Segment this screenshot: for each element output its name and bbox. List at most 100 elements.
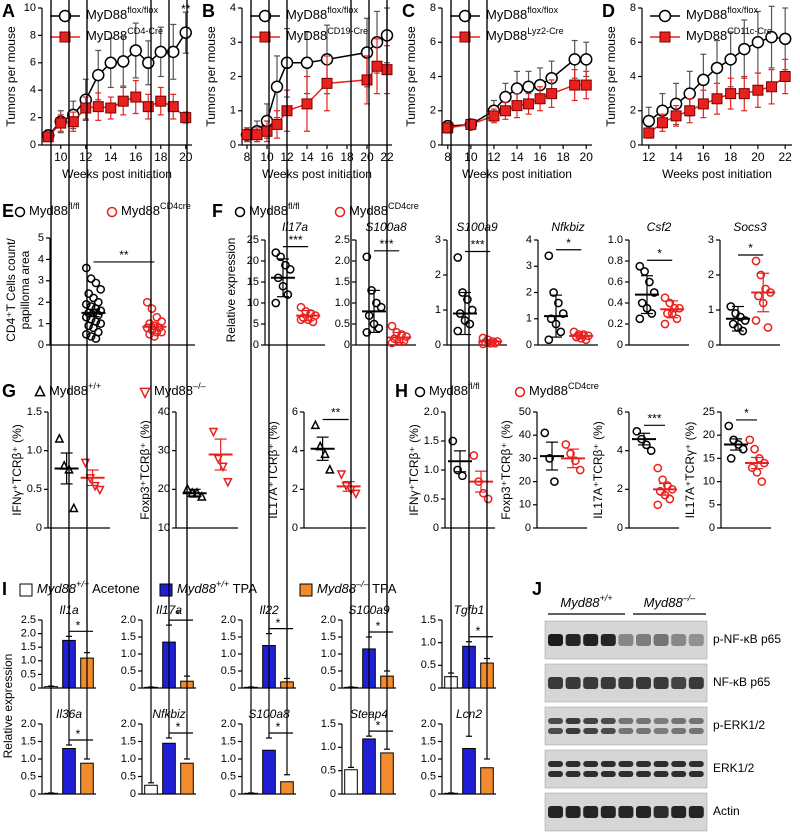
bar	[44, 792, 58, 795]
marker	[155, 95, 167, 107]
marker	[442, 122, 454, 134]
blot-strip	[544, 706, 708, 746]
name: MyD88	[486, 28, 527, 43]
y-tick-label: 0	[708, 339, 714, 351]
blot-band	[636, 718, 651, 724]
y-tick-label: 2	[435, 269, 441, 281]
marker	[726, 454, 736, 463]
legend-label: Myd88fl/fl	[29, 201, 80, 218]
legend-label: Myd88+/+ TPA	[177, 579, 257, 596]
y-tick-label: 0.5	[21, 668, 36, 680]
name-sup: Lyz2-Cre	[527, 26, 564, 36]
error-bar	[730, 438, 742, 451]
blot-band	[688, 728, 704, 734]
name-sup: flox/flox	[127, 5, 158, 15]
name-sup: +/+	[76, 579, 89, 589]
y-tick-label: 10	[158, 522, 170, 534]
marker	[751, 316, 761, 325]
marker	[710, 61, 724, 75]
y-tick-label: 1.5	[335, 276, 350, 288]
y-tick-label: 2.0	[221, 718, 236, 730]
bar	[344, 769, 358, 795]
annotation: *	[76, 727, 81, 741]
marker	[659, 31, 671, 43]
legend-label: Myd88+/+	[560, 593, 612, 610]
marker	[308, 317, 318, 327]
y-tick-label: 3	[526, 260, 532, 272]
bar	[244, 792, 258, 795]
y-tick-label: 0.5	[121, 665, 136, 677]
marker	[145, 329, 154, 339]
y-tick-label: 1.0	[21, 655, 36, 667]
y-tick-label: 0	[230, 139, 236, 151]
y-tick-label: 6	[430, 36, 436, 48]
blot-band	[688, 806, 704, 818]
annotation: *	[176, 607, 181, 621]
marker	[223, 477, 233, 488]
name: Myd88	[121, 203, 160, 218]
marker	[259, 31, 271, 43]
marker	[285, 265, 295, 274]
y-tick-label: 4	[617, 445, 623, 457]
marker	[665, 298, 675, 308]
y-tick-label: 2.5	[21, 614, 36, 626]
y-tick-label: 8	[430, 2, 436, 14]
x-tick-label: 8	[244, 150, 251, 164]
legend-label: MyD88Lyz2-Cre	[486, 26, 564, 43]
marker	[261, 125, 273, 137]
blot-band	[671, 677, 687, 689]
y-tick-label: 2	[617, 483, 623, 495]
y-tick-label: 2	[430, 105, 436, 117]
marker	[84, 321, 94, 331]
panel-label: F	[212, 201, 223, 221]
error-bar	[60, 452, 73, 485]
marker	[656, 117, 668, 129]
blot-band	[618, 677, 634, 689]
blot-band	[671, 634, 687, 646]
blot-band	[618, 761, 634, 767]
x-tick-label: 10	[464, 150, 478, 164]
y-tick-label: 0	[430, 139, 436, 151]
x-axis-label: Weeks post initiation	[262, 167, 372, 181]
y-tick-label: 0	[30, 788, 36, 800]
marker	[683, 87, 696, 100]
marker	[55, 117, 67, 129]
y-tick-label: 1.0	[21, 753, 36, 765]
legend-label: Myd88fl/fl	[249, 201, 300, 218]
name-sup: –/–	[193, 381, 207, 391]
y-tick-label: 0	[38, 339, 44, 351]
panel-label: E	[2, 201, 14, 221]
marker	[258, 9, 272, 23]
marker	[89, 323, 98, 333]
marker	[724, 421, 734, 431]
annotation: ***	[647, 412, 661, 426]
blot-band	[565, 771, 581, 777]
marker	[545, 454, 554, 463]
row-label: ERK1/2	[713, 761, 755, 775]
marker	[465, 319, 475, 329]
y-tick-label: 6	[30, 57, 36, 69]
y-tick-label: 0	[344, 339, 350, 351]
name-sup: flox/flox	[527, 5, 558, 15]
blot-band	[583, 718, 599, 724]
name-sup: +/+	[599, 593, 612, 603]
legend-label: Myd88fl/fl	[429, 381, 480, 398]
y-tick-label: 1.5	[221, 735, 236, 747]
y-tick-label: 20	[247, 255, 259, 267]
bar	[62, 748, 76, 795]
y-tick-label: 0	[709, 522, 715, 534]
y-tick-label: 0.5	[221, 770, 236, 782]
marker	[632, 426, 642, 436]
marker	[270, 80, 284, 94]
name-sup: flox/flox	[327, 5, 358, 15]
error-bar	[302, 309, 315, 322]
marker	[763, 323, 773, 332]
marker	[697, 98, 709, 110]
blot-band	[671, 771, 687, 777]
marker	[271, 248, 281, 257]
y-tick-label: 40	[519, 429, 531, 441]
y-tick-label: 25	[247, 234, 259, 246]
marker	[747, 463, 757, 473]
y-tick-label: 0	[292, 522, 298, 534]
y-tick-label: 1.5	[321, 718, 336, 730]
